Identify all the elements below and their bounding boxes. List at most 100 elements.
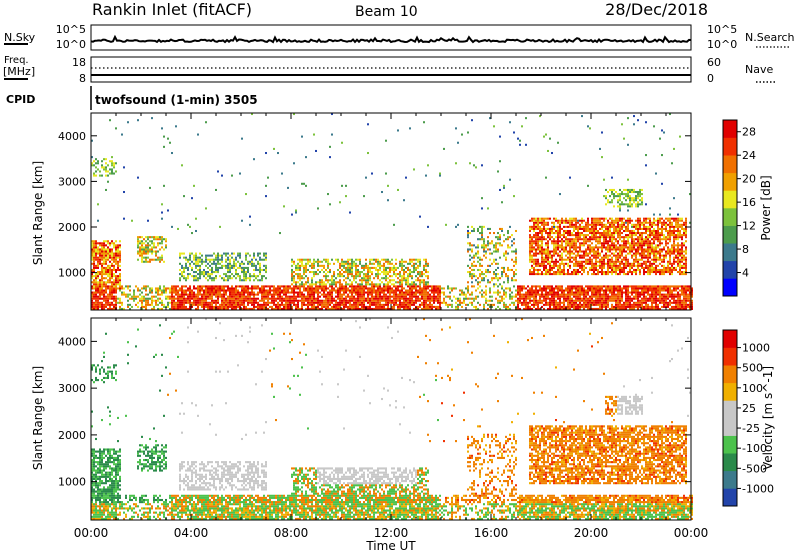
- heatmap-cell: [309, 298, 311, 300]
- heatmap-cell: [179, 255, 181, 257]
- heatmap-cell: [439, 300, 441, 302]
- heatmap-cell: [247, 285, 249, 287]
- heatmap-cell: [317, 304, 319, 306]
- heatmap-cell: [223, 302, 225, 304]
- heatmap-cell: [225, 304, 227, 306]
- heatmap-cell: [141, 259, 143, 261]
- heatmap-cell: [421, 289, 423, 291]
- heatmap-cell: [101, 277, 103, 279]
- heatmap-cell: [507, 253, 509, 255]
- heatmap-cell: [557, 298, 559, 300]
- heatmap-cell: [341, 263, 343, 265]
- heatmap-cell: [575, 226, 577, 228]
- heatmap-cell: [265, 267, 267, 269]
- heatmap-cell: [397, 294, 399, 296]
- heatmap-cell: [241, 269, 243, 271]
- heatmap-cell: [277, 289, 279, 291]
- heatmap-cell: [409, 289, 411, 291]
- heatmap-cell: [141, 296, 143, 298]
- heatmap-cell: [205, 265, 207, 267]
- heatmap-cell: [215, 189, 217, 191]
- heatmap-cell: [545, 224, 547, 226]
- heatmap-cell: [137, 236, 139, 238]
- heatmap-cell: [301, 183, 303, 185]
- heatmap-cell: [231, 306, 233, 308]
- heatmap-cell: [301, 263, 303, 265]
- heatmap-cell: [93, 242, 95, 244]
- heatmap-cell: [117, 281, 119, 283]
- heatmap-cell: [375, 275, 377, 277]
- heatmap-cell: [567, 306, 569, 308]
- heatmap-cell: [303, 300, 305, 302]
- heatmap-cell: [545, 232, 547, 234]
- heatmap-cell: [145, 246, 147, 248]
- heatmap-cell: [175, 285, 177, 287]
- heatmap-cell: [329, 285, 331, 287]
- heatmap-cell: [379, 296, 381, 298]
- heatmap-cell: [301, 298, 303, 300]
- heatmap-cell: [551, 222, 553, 224]
- heatmap-cell: [297, 302, 299, 304]
- heatmap-cell: [109, 265, 111, 267]
- heatmap-cell: [109, 250, 111, 252]
- heatmap-cell: [471, 250, 473, 252]
- heatmap-cell: [525, 298, 527, 300]
- heatmap-cell: [521, 125, 523, 127]
- heatmap-cell: [151, 298, 153, 300]
- heatmap-cell: [343, 261, 345, 263]
- heatmap-cell: [139, 289, 141, 291]
- heatmap-cell: [553, 304, 555, 306]
- heatmap-cell: [427, 164, 429, 166]
- heatmap-cell: [359, 298, 361, 300]
- heatmap-cell: [425, 302, 427, 304]
- heatmap-cell: [549, 294, 551, 296]
- heatmap-cell: [109, 173, 111, 175]
- heatmap-cell: [591, 234, 593, 236]
- heatmap-cell: [569, 218, 571, 220]
- heatmap-cell: [269, 298, 271, 300]
- heatmap-cell: [423, 283, 425, 285]
- heatmap-cell: [275, 287, 277, 289]
- heatmap-cell: [273, 296, 275, 298]
- heatmap-cell: [411, 281, 413, 283]
- heatmap-cell: [197, 273, 199, 275]
- heatmap-cell: [555, 220, 557, 222]
- heatmap-cell: [553, 224, 555, 226]
- heatmap-cell: [601, 300, 603, 302]
- heatmap-cell: [131, 296, 133, 298]
- heatmap-cell: [105, 259, 107, 261]
- heatmap-cell: [419, 289, 421, 291]
- heatmap-cell: [587, 255, 589, 257]
- heatmap-cell: [575, 242, 577, 244]
- heatmap-cell: [539, 240, 541, 242]
- heatmap-cell: [563, 263, 565, 265]
- heatmap-cell: [541, 259, 543, 261]
- heatmap-cell: [223, 300, 225, 302]
- heatmap-cell: [323, 289, 325, 291]
- heatmap-cell: [263, 304, 265, 306]
- heatmap-cell: [601, 234, 603, 236]
- heatmap-cell: [179, 304, 181, 306]
- heatmap-cell: [567, 269, 569, 271]
- heatmap-cell: [135, 298, 137, 300]
- heatmap-cell: [249, 302, 251, 304]
- heatmap-cell: [469, 259, 471, 261]
- heatmap-cell: [97, 275, 99, 277]
- heatmap-cell: [229, 289, 231, 291]
- heatmap-cell: [343, 275, 345, 277]
- heatmap-cell: [345, 271, 347, 273]
- heatmap-cell: [453, 287, 455, 289]
- heatmap-cell: [485, 285, 487, 287]
- heatmap-cell: [577, 285, 579, 287]
- heatmap-cell: [207, 294, 209, 296]
- heatmap-cell: [217, 292, 219, 294]
- heatmap-cell: [287, 304, 289, 306]
- heatmap-cell: [387, 273, 389, 275]
- heatmap-cell: [185, 265, 187, 267]
- heatmap-cell: [459, 302, 461, 304]
- heatmap-cell: [341, 298, 343, 300]
- heatmap-cell: [569, 296, 571, 298]
- heatmap-cell: [509, 269, 511, 271]
- heatmap-cell: [347, 261, 349, 263]
- heatmap-cell: [439, 296, 441, 298]
